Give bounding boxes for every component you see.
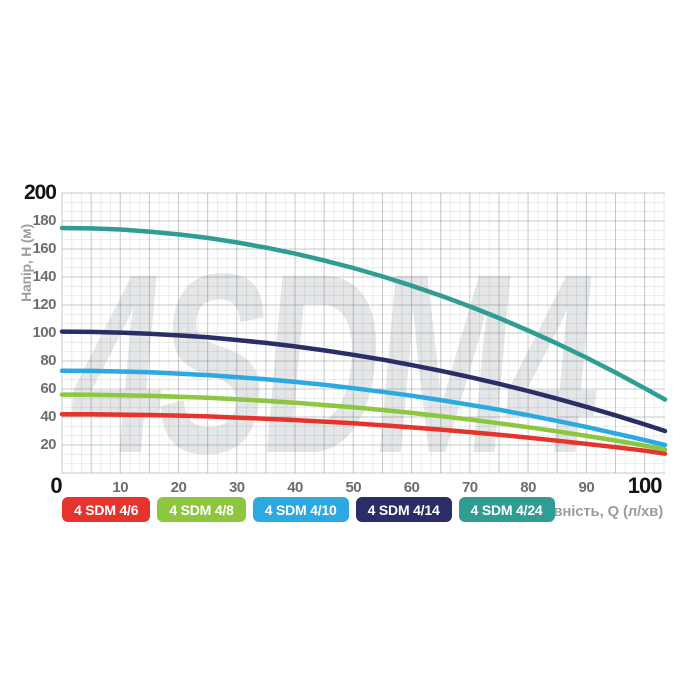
y-tick-label: 20: [40, 436, 56, 453]
legend: 4 SDM 4/6 4 SDM 4/8 4 SDM 4/10 4 SDM 4/14 4 …: [62, 497, 555, 522]
x-tick-label: 100: [627, 473, 663, 498]
x-tick-label: 90: [578, 479, 595, 496]
y-tick-label: 80: [40, 352, 56, 369]
y-tick-label: 40: [40, 408, 56, 425]
curve-4-sdm-4-14: [59, 329, 668, 434]
x-tick-label: 20: [170, 479, 187, 496]
y-tick-label: 180: [32, 212, 56, 229]
curve-4-sdm-4-6: [59, 411, 668, 456]
legend-item-4-sdm-4-24: 4 SDM 4/24: [458, 497, 555, 522]
y-tick-label: 60: [40, 380, 56, 397]
x-tick-label: 50: [345, 479, 362, 496]
y-tick-label: 160: [32, 240, 56, 257]
x-tick-label: 40: [287, 479, 303, 496]
y-tick-label: 100: [32, 324, 56, 341]
curve-4-sdm-4-10: [59, 368, 668, 448]
x-tick-label: 70: [461, 479, 478, 496]
legend-item-4-sdm-4-10: 4 SDM 4/10: [252, 497, 349, 522]
x-tick-label: 10: [112, 479, 129, 496]
x-tick-label: 0: [50, 473, 62, 498]
curves: [59, 225, 668, 456]
x-tick-label: 60: [403, 479, 420, 496]
y-tick-label: 140: [32, 268, 56, 285]
grid-major: [61, 192, 665, 474]
legend-item-4-sdm-4-14: 4 SDM 4/14: [355, 497, 452, 522]
x-tick-label: 80: [520, 479, 536, 496]
y-axis-label: Напір, H (м): [18, 224, 34, 302]
y-tick-label: 120: [32, 296, 56, 313]
x-tick-label: 30: [228, 479, 245, 496]
legend-item-4-sdm-4-8: 4 SDM 4/8: [157, 497, 246, 522]
legend-item-4-sdm-4-6: 4 SDM 4/6: [62, 497, 151, 522]
y-tick-label: 200: [23, 181, 57, 204]
curve-4-sdm-4-8: [59, 392, 668, 452]
curve-4-sdm-4-24: [59, 225, 668, 402]
